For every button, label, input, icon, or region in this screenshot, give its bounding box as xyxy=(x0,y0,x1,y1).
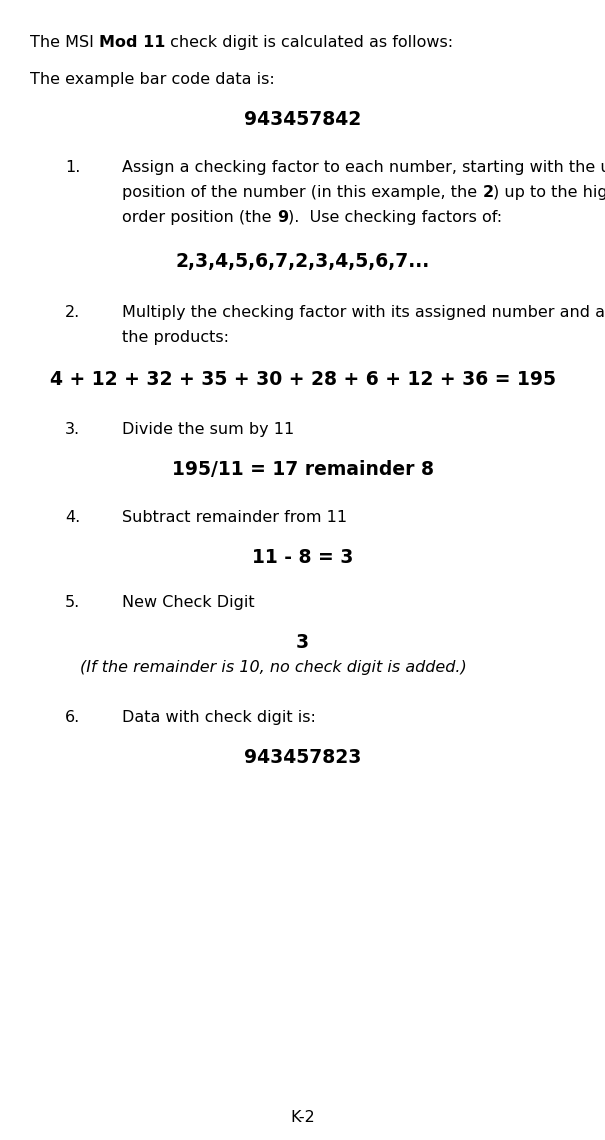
Text: 2,3,4,5,6,7,2,3,4,5,6,7...: 2,3,4,5,6,7,2,3,4,5,6,7... xyxy=(175,252,430,271)
Text: 2.: 2. xyxy=(65,306,80,320)
Text: 11 - 8 = 3: 11 - 8 = 3 xyxy=(252,548,353,567)
Text: New Check Digit: New Check Digit xyxy=(122,595,255,610)
Text: position of the number (in this example, the: position of the number (in this example,… xyxy=(122,185,482,200)
Text: (If the remainder is 10, no check digit is added.): (If the remainder is 10, no check digit … xyxy=(80,660,466,675)
Text: 1.: 1. xyxy=(65,160,80,176)
Text: 9: 9 xyxy=(276,210,288,225)
Text: 2: 2 xyxy=(482,185,493,200)
Text: Mod 11: Mod 11 xyxy=(99,35,165,50)
Text: 6.: 6. xyxy=(65,710,80,725)
Text: 3.: 3. xyxy=(65,422,80,437)
Text: ) up to the highest: ) up to the highest xyxy=(493,185,605,200)
Text: the products:: the products: xyxy=(122,329,229,345)
Text: ).  Use checking factors of:: ). Use checking factors of: xyxy=(288,210,502,225)
Text: 943457842: 943457842 xyxy=(244,109,361,129)
Text: order position (the: order position (the xyxy=(122,210,276,225)
Text: 5.: 5. xyxy=(65,595,80,610)
Text: check digit is calculated as follows:: check digit is calculated as follows: xyxy=(165,35,454,50)
Text: 4.: 4. xyxy=(65,510,80,526)
Text: 4 + 12 + 32 + 35 + 30 + 28 + 6 + 12 + 36 = 195: 4 + 12 + 32 + 35 + 30 + 28 + 6 + 12 + 36… xyxy=(50,370,555,389)
Text: 943457823: 943457823 xyxy=(244,748,361,767)
Text: Data with check digit is:: Data with check digit is: xyxy=(122,710,316,725)
Text: Divide the sum by 11: Divide the sum by 11 xyxy=(122,422,294,437)
Text: Subtract remainder from 11: Subtract remainder from 11 xyxy=(122,510,347,526)
Text: The MSI: The MSI xyxy=(30,35,99,50)
Text: The example bar code data is:: The example bar code data is: xyxy=(30,72,275,87)
Text: Multiply the checking factor with its assigned number and add: Multiply the checking factor with its as… xyxy=(122,306,605,320)
Text: K-2: K-2 xyxy=(290,1110,315,1125)
Text: 3: 3 xyxy=(296,633,309,652)
Text: Assign a checking factor to each number, starting with the units: Assign a checking factor to each number,… xyxy=(122,160,605,176)
Text: 195/11 = 17 remainder 8: 195/11 = 17 remainder 8 xyxy=(171,461,434,479)
